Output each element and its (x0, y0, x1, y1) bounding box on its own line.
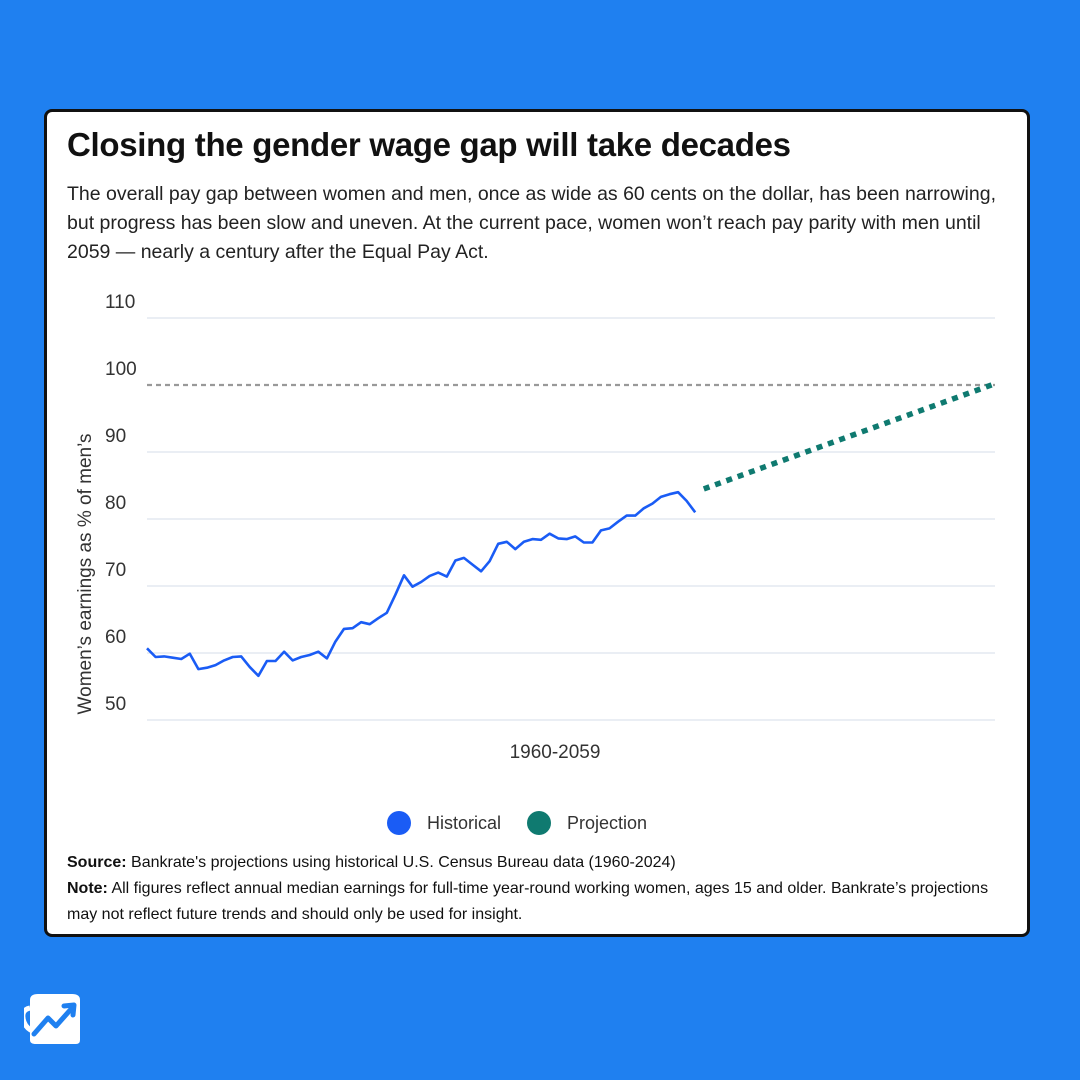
legend-item-projection: Projection (527, 811, 647, 835)
page-title: Closing the gender wage gap will take de… (67, 126, 791, 163)
source-note: Source: Bankrate's projections using his… (67, 850, 1017, 876)
y-tick-label-100: 100 (105, 359, 137, 380)
y-axis-label: Women’s earnings as % of men’s (75, 434, 96, 715)
y-tick-label-70: 70 (105, 560, 126, 581)
mug-logo-icon (24, 994, 80, 1044)
source-label: Source: (67, 854, 127, 871)
historical-dot-icon (387, 811, 411, 835)
legend-label-projection: Projection (567, 812, 648, 833)
source-text: Bankrate's projections using historical … (126, 854, 676, 871)
chart-subtitle: The overall pay gap between women and me… (67, 183, 997, 263)
chart-card: Closing the gender wage gap will take de… (44, 109, 1030, 937)
footnote: Note: All figures reflect annual median … (67, 876, 1017, 928)
series-line-projection (702, 381, 996, 492)
y-tick-label-50: 50 (105, 694, 126, 715)
series-line-historical (146, 490, 697, 678)
note-label: Note: (67, 880, 108, 897)
y-tick-label-90: 90 (105, 426, 126, 447)
chart-notes: Source: Bankrate's projections using his… (67, 850, 1017, 928)
projection-dot-icon (527, 811, 552, 835)
chart-legend: Historical Projection (387, 811, 673, 835)
line-chart: 50 60 70 80 90 100 110 Women’s earnings as % of… (75, 292, 996, 763)
y-tick-label-60: 60 (105, 627, 126, 648)
y-tick-label-110: 110 (105, 292, 135, 313)
note-text: All figures reflect annual median earnin… (67, 880, 989, 923)
x-axis-label: 1960-2059 (510, 742, 601, 763)
legend-item-historical: Historical (387, 811, 501, 835)
legend-label-historical: Historical (427, 812, 502, 833)
y-tick-label-80: 80 (105, 493, 126, 514)
